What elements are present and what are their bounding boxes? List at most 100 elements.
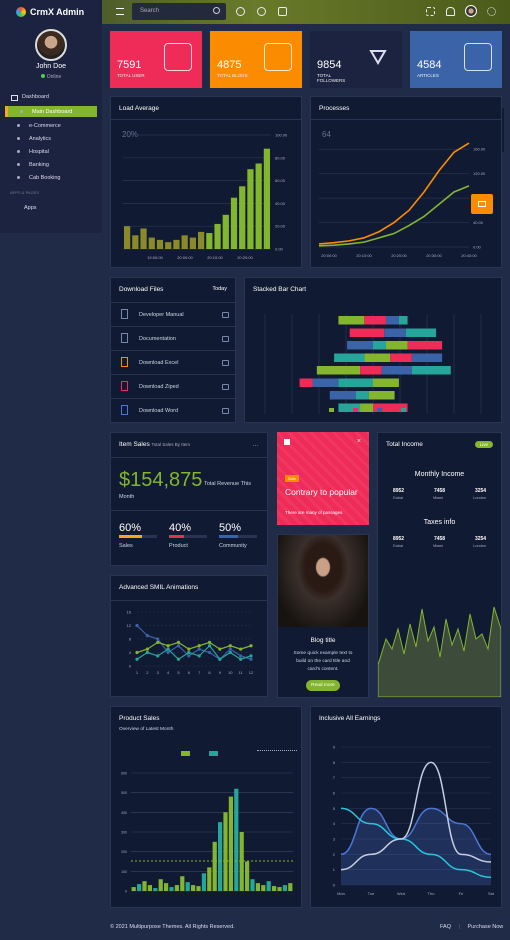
card-title: Total Income [386, 441, 423, 448]
nav-dashboard[interactable]: Dashboard [0, 94, 102, 104]
processes-card: Processes 64 0.0040.0080.00120.00160.002… [310, 96, 502, 268]
y-tick-label: 60.00 [275, 178, 286, 183]
file-label: Developer Manual [139, 312, 184, 318]
stat-value: 4875 [217, 59, 242, 71]
y-tick-label: 1 [333, 867, 336, 872]
stat-card-blogs[interactable]: 4875 Total Blogs [210, 31, 302, 88]
download-icon[interactable] [222, 336, 229, 342]
filter-dropdown[interactable]: Today [212, 286, 227, 292]
nav-apps[interactable]: Apps [24, 205, 37, 211]
promo-card[interactable]: × Sale Contrary to popular There are man… [277, 432, 369, 525]
bar [148, 237, 155, 249]
download-icon[interactable] [222, 312, 229, 318]
income-sparkline [378, 606, 501, 697]
series-line [340, 807, 492, 879]
search-input[interactable]: Search [132, 3, 226, 20]
action-button[interactable] [471, 194, 493, 214]
stacked-segment [355, 391, 369, 400]
series-line [318, 185, 470, 247]
stacked-segment [329, 391, 356, 400]
menu-toggle-icon[interactable] [116, 8, 124, 15]
chat-icon[interactable] [236, 7, 245, 16]
stat-card-users[interactable]: 7591 Total User [110, 31, 202, 88]
avatar[interactable] [35, 29, 67, 61]
stat-value: 9854 [317, 59, 342, 71]
nav-item-analytics[interactable]: Analytics [5, 133, 97, 144]
bell-icon[interactable] [446, 7, 455, 16]
bar [255, 883, 260, 891]
tax-value: 7458 [433, 536, 446, 542]
series-point [145, 650, 149, 655]
download-row[interactable]: Documentation [111, 326, 237, 350]
monthly-cities: Dubai Miami London [378, 496, 501, 500]
product-sales-chart: 0 100 200 300 400 500 600 [121, 772, 293, 894]
series-point [156, 654, 160, 658]
income-value: 7458 [433, 488, 446, 494]
legend-series-2[interactable] [209, 751, 218, 756]
bar [263, 148, 270, 249]
nav-item-banking[interactable]: Banking [5, 159, 97, 170]
stat-card-articles[interactable]: 4584 Articles [410, 31, 502, 88]
fullscreen-icon[interactable] [426, 7, 435, 16]
user-status[interactable]: Online [0, 74, 102, 80]
stacked-bar-card: Stacked Bar Chart [244, 277, 502, 423]
stacked-segment [368, 391, 395, 400]
stacked-segment [360, 403, 373, 412]
legend-series-1[interactable] [181, 751, 190, 756]
stat-card-followers[interactable]: 9854 Total Followers [310, 31, 402, 88]
x-tick-label: 12 [249, 670, 254, 675]
download-icon[interactable] [222, 360, 229, 366]
nav-dashboard-label: Dashboard [22, 94, 49, 100]
purchase-link[interactable]: Purchase Now [467, 924, 504, 930]
download-icon[interactable] [222, 384, 229, 390]
more-icon[interactable]: … [252, 441, 259, 448]
user-avatar-icon[interactable] [465, 5, 477, 17]
nav-item-ecommerce[interactable]: e-Commerce [5, 120, 97, 131]
download-icon[interactable] [222, 408, 229, 414]
download-row[interactable]: Download Excel [111, 350, 237, 374]
download-row[interactable]: Download Ziped [111, 374, 237, 398]
nav-item-hospital[interactable]: Hospital [5, 146, 97, 157]
income-city: Dubai [393, 496, 403, 500]
download-row[interactable]: Download Word [111, 398, 237, 422]
bar [266, 881, 271, 891]
at-icon[interactable] [257, 7, 266, 16]
series-point [249, 654, 253, 658]
bar [181, 235, 188, 249]
y-tick-label: 80.00 [275, 155, 286, 160]
metric-label: Community [219, 543, 247, 549]
footer-copyright: © 2021 Multipurpose Themes. All Rights R… [110, 924, 235, 930]
bar [198, 231, 205, 249]
clipboard-icon[interactable] [278, 7, 287, 16]
smil-card: Advanced SMIL Animations 0 4 8 12 16 1 2 3 4 5 6 7 8… [110, 575, 268, 697]
item-sales-card: Item Sales Total Sales By Item … $154,87… [110, 432, 268, 566]
file-icon [121, 309, 128, 319]
bar [140, 228, 147, 249]
search-icon[interactable] [213, 7, 220, 14]
series-line [136, 625, 252, 661]
chart-toolbar-icon[interactable] [257, 750, 297, 757]
bar [277, 887, 282, 891]
x-tick-label: 20:30:00 [426, 253, 442, 258]
series-point [166, 644, 170, 648]
bar [212, 841, 217, 891]
bar [288, 883, 293, 891]
download-row[interactable]: Developer Manual [111, 302, 237, 326]
product-sales-card: Product Sales Overview of Latest Month 0… [110, 706, 302, 908]
bar [228, 796, 233, 891]
stacked-segment [398, 316, 408, 325]
earnings-card: Inclusive All Earnings 0 1 2 3 4 5 6 7 8 9 Mon Tue W… [310, 706, 502, 908]
faq-link[interactable]: FAQ [440, 924, 452, 930]
x-tick-label: 20:10:00 [356, 253, 372, 258]
close-icon[interactable]: × [356, 438, 361, 445]
bar [164, 883, 169, 891]
nav-item-cab-booking[interactable]: Cab Booking [5, 172, 97, 183]
read-more-button[interactable]: Read more [306, 680, 340, 691]
blog-card: Blog title Some quick example text to bu… [277, 534, 369, 698]
gear-icon[interactable] [487, 7, 496, 16]
brand[interactable]: CrmX Admin [0, 0, 102, 24]
footer-separator: | [458, 924, 460, 930]
nav-item-main-dashboard[interactable]: Main Dashboard [5, 106, 97, 117]
brand-logo-icon [16, 7, 26, 17]
blog-text: card's content. [307, 667, 339, 672]
